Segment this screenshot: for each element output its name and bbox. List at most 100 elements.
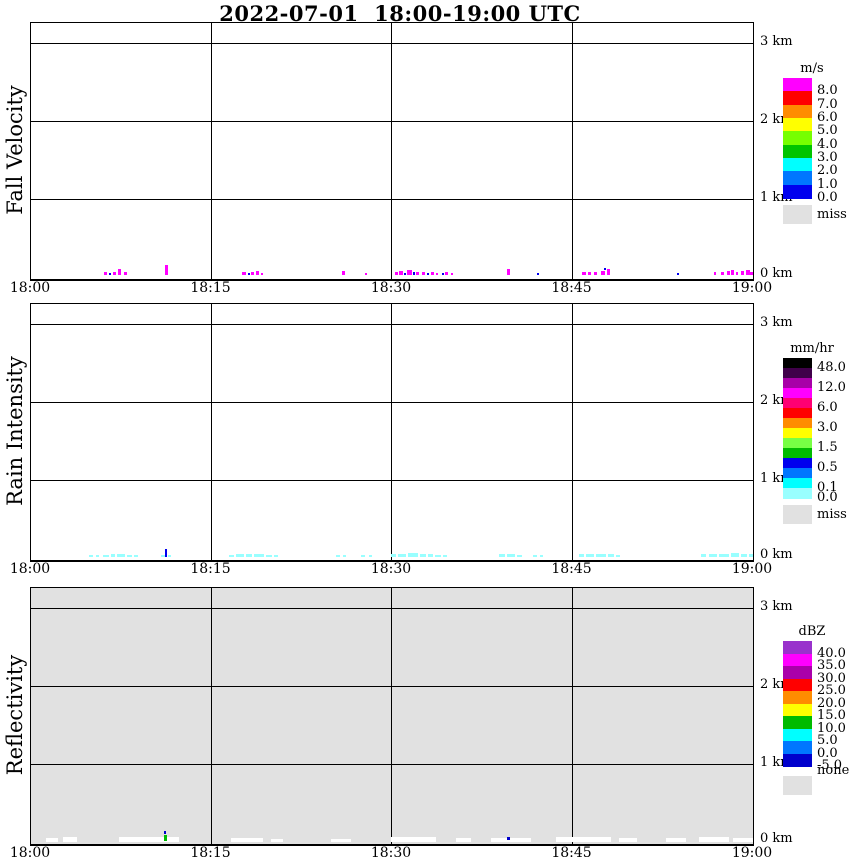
echo-mark: [251, 272, 254, 275]
echo-mark: [456, 838, 471, 842]
echo-marks-fall-velocity: [31, 23, 753, 279]
echo-mark: [451, 273, 453, 275]
gridline-1845: [572, 23, 573, 279]
echo-mark: [231, 838, 263, 842]
x-tick-label: 18:30: [370, 845, 412, 861]
x-tick-label: 18:45: [551, 561, 592, 577]
x-tick-label: 18:00: [9, 280, 51, 296]
echo-mark: [399, 271, 403, 275]
gridline-2km: [31, 121, 753, 122]
colorbar-cell: [783, 91, 812, 106]
colorbar-unit-label: mm/hr: [790, 341, 834, 356]
colorbar-missing-label: miss: [817, 207, 847, 222]
echo-marks-rain-intensity: [31, 304, 753, 560]
echo-mark: [436, 273, 438, 275]
gridline-1815: [211, 588, 212, 844]
echo-mark: [537, 273, 539, 275]
panel-rain-intensity: [30, 303, 754, 562]
y-tick-label: 3 km: [760, 34, 793, 49]
colorbar-tick-label: 35.0: [817, 658, 846, 673]
echo-mark: [677, 273, 679, 275]
colorbar-cell: [783, 398, 812, 409]
colorbar-cell: [783, 78, 812, 92]
echo-mark: [750, 272, 753, 275]
gridline-1km: [31, 764, 753, 765]
gridline-1km: [31, 480, 753, 481]
echo-mark: [365, 273, 367, 275]
echo-mark: [594, 272, 597, 275]
echo-mark: [118, 269, 121, 275]
colorbar-cell: [783, 104, 812, 119]
echo-mark: [701, 554, 706, 557]
colorbar-tick-label: 0.0: [817, 190, 838, 206]
y-tick-label: 3 km: [760, 599, 793, 614]
x-tick-label: 18:45: [551, 280, 592, 296]
echo-mark: [428, 554, 433, 557]
colorbar-unit-label: dBZ: [798, 624, 826, 639]
colorbar-tick-label: -5.0: [817, 758, 843, 773]
colorbar-missing-label: miss: [817, 507, 847, 522]
echo-mark: [103, 555, 109, 557]
colorbar-cell: [783, 428, 812, 439]
echo-mark: [491, 838, 531, 842]
colorbar-fall-velocity: m/s 8.0 7.0 6.0 5.0 4.0 3.0 2.0 1.0 0.0 miss: [783, 0, 850, 868]
colorbar-tick-label: 2.0: [817, 163, 838, 179]
gridline-3km: [31, 608, 753, 609]
echo-mark: [616, 555, 620, 557]
x-tick-label: 18:15: [190, 845, 231, 861]
echo-mark: [236, 554, 244, 557]
echo-mark: [443, 555, 447, 557]
echo-mark: [408, 553, 418, 557]
x-tick-label: 18:30: [370, 561, 412, 577]
echo-mark: [254, 554, 264, 557]
gridline-2km: [31, 402, 753, 403]
echo-mark: [369, 555, 372, 557]
colorbar-tick-label: 15.0: [817, 708, 846, 723]
gridline-1830: [391, 23, 392, 279]
echo-mark: [736, 272, 738, 275]
colorbar-tick-label: 0.0: [817, 745, 838, 761]
colorbar-cell: [783, 678, 812, 692]
gridline-1815: [211, 23, 212, 279]
echo-mark: [540, 555, 543, 557]
colorbar-tick-label: 5.0: [817, 733, 838, 748]
colorbar-tick-label: 4.0: [817, 136, 838, 152]
colorbar-unit-label: m/s: [800, 61, 824, 76]
panel-label-fall-velocity: Fall Velocity: [3, 85, 27, 215]
echo-mark: [127, 555, 132, 557]
page-title: 2022-07-01 18:00-19:00 UTC: [219, 1, 581, 26]
echo-mark: [407, 270, 412, 275]
gridline-1830: [391, 304, 392, 560]
colorbar-cell: [783, 741, 812, 754]
echo-mark: [579, 554, 584, 557]
echo-mark: [445, 272, 448, 275]
echo-mark: [586, 554, 594, 557]
echo-mark: [165, 265, 168, 275]
y-tick-label: 0 km: [760, 831, 793, 846]
echo-mark: [256, 271, 259, 275]
colorbar-missing-swatch: [783, 776, 812, 795]
echo-mark: [499, 554, 505, 557]
colorbar-cell: [783, 478, 812, 489]
colorbar-cell: [783, 691, 812, 704]
panel-reflectivity: [30, 587, 754, 846]
echo-mark: [96, 555, 99, 557]
gridline-2km: [31, 686, 753, 687]
gridline-1830: [391, 588, 392, 844]
colorbar-cell: [783, 753, 812, 767]
echo-mark: [168, 555, 171, 557]
echo-mark: [242, 272, 246, 275]
echo-mark: [343, 555, 346, 557]
echo-mark: [442, 273, 444, 275]
echo-mark: [741, 554, 747, 557]
colorbar-tick-label: 10.0: [817, 720, 846, 736]
colorbar-cell: [783, 666, 812, 679]
gridline-1km: [31, 199, 753, 200]
echo-mark: [556, 837, 611, 842]
echo-mark: [261, 273, 263, 275]
colorbar-cell: [783, 703, 812, 717]
colorbar-cell: [783, 368, 812, 379]
echo-mark: [727, 271, 730, 275]
colorbar-tick-label: 0.1: [817, 480, 838, 495]
echo-mark: [517, 555, 522, 557]
